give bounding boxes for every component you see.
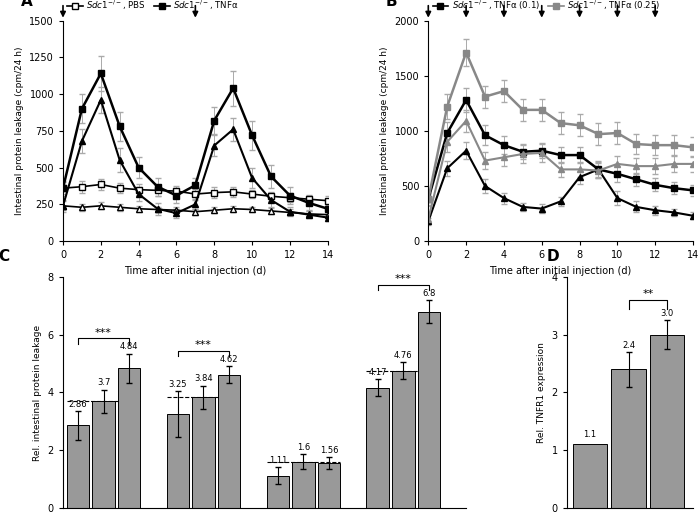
Text: 1.11: 1.11 — [269, 456, 287, 465]
Text: 4.17: 4.17 — [368, 368, 387, 377]
Text: 4.76: 4.76 — [394, 350, 412, 360]
Y-axis label: Intestinal protein leakage (cpm/24 h): Intestinal protein leakage (cpm/24 h) — [15, 47, 24, 215]
Text: 1.56: 1.56 — [320, 446, 338, 455]
Text: 3.0: 3.0 — [661, 309, 674, 318]
Bar — [392, 370, 414, 508]
Bar — [611, 369, 645, 508]
Text: **: ** — [643, 289, 654, 299]
Bar — [167, 414, 189, 508]
Text: A: A — [20, 0, 32, 9]
Bar — [118, 368, 141, 508]
Text: 3.84: 3.84 — [194, 374, 213, 383]
Text: 3.7: 3.7 — [97, 378, 110, 387]
Bar — [318, 463, 340, 508]
Text: B: B — [386, 0, 398, 9]
Text: 1.1: 1.1 — [583, 430, 596, 439]
X-axis label: Time after initial injection (d): Time after initial injection (d) — [124, 266, 267, 275]
Text: ***: *** — [95, 328, 112, 338]
Bar — [573, 444, 607, 508]
Y-axis label: Intestinal protein leakage (cpm/24 h): Intestinal protein leakage (cpm/24 h) — [380, 47, 389, 215]
Text: ***: *** — [195, 340, 212, 350]
Text: 3.25: 3.25 — [169, 380, 187, 389]
Legend: $Sdc1^{+/+}$, PBS, $Sdc1^{-/-}$, PBS, $Sdc1^{+/+}$, TNFα, $Sdc1^{-/-}$, TNFα: $Sdc1^{+/+}$, PBS, $Sdc1^{-/-}$, PBS, $S… — [67, 0, 239, 12]
Bar — [367, 387, 389, 508]
Y-axis label: Rel. TNFR1 expression: Rel. TNFR1 expression — [537, 342, 546, 443]
Bar — [292, 462, 314, 508]
Y-axis label: Rel. intestinal protein leakage: Rel. intestinal protein leakage — [33, 324, 42, 461]
Text: 6.8: 6.8 — [422, 289, 435, 298]
Text: ***: *** — [395, 274, 412, 284]
Text: 4.84: 4.84 — [120, 343, 139, 351]
Bar — [66, 425, 90, 508]
Text: C: C — [0, 249, 10, 264]
Bar — [650, 334, 685, 508]
Legend: $Sdc1^{+/+}$, TNFα (0.1), $Sdc1^{-/-}$, TNFα (0.1), $Sdc1^{+/+}$, TNFα (0.25), $: $Sdc1^{+/+}$, TNFα (0.1), $Sdc1^{-/-}$, … — [433, 0, 661, 12]
X-axis label: Time after initial injection (d): Time after initial injection (d) — [489, 266, 632, 275]
Bar — [267, 476, 289, 508]
Bar — [193, 397, 215, 508]
Text: D: D — [547, 249, 559, 264]
Text: 4.62: 4.62 — [220, 354, 238, 364]
Text: 2.4: 2.4 — [622, 341, 635, 350]
Text: 1.6: 1.6 — [297, 443, 310, 452]
Text: 2.86: 2.86 — [69, 400, 88, 408]
Bar — [417, 311, 440, 508]
Bar — [218, 374, 240, 508]
Bar — [92, 401, 115, 508]
